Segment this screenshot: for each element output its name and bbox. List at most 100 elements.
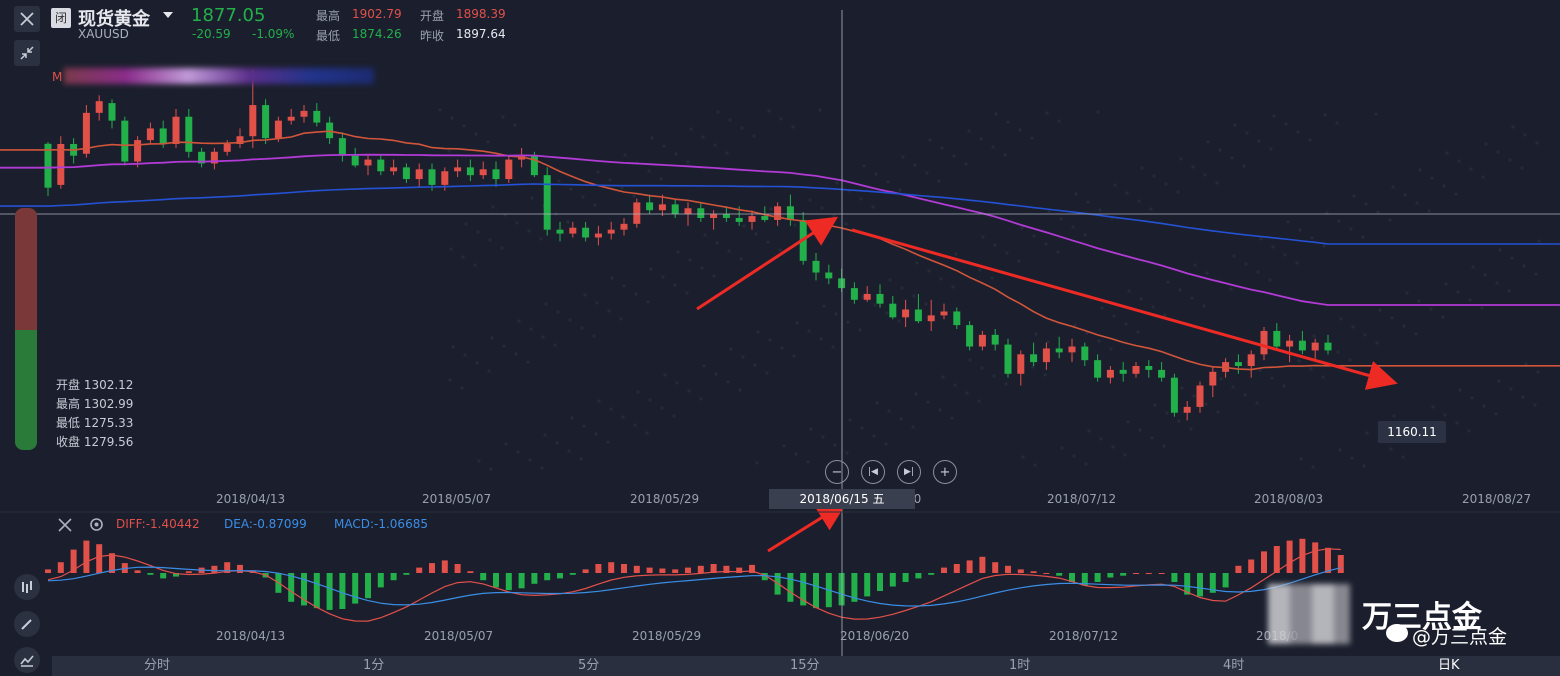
map-dot (647, 169, 651, 173)
candle-body (313, 110, 321, 123)
jump-end-button[interactable]: ▶| (897, 460, 921, 484)
map-dot (660, 406, 664, 410)
map-dot (713, 143, 717, 147)
map-dot (716, 110, 720, 114)
map-dot (1470, 396, 1474, 400)
macd-bar (1158, 573, 1165, 574)
map-dot (1361, 235, 1365, 239)
jump-start-button[interactable]: |◀ (861, 460, 885, 484)
map-dot (874, 172, 878, 176)
candle-body (198, 151, 206, 164)
map-dot (1098, 208, 1102, 212)
candle-body (620, 223, 628, 230)
shrink-button[interactable] (14, 40, 40, 66)
map-dot (1322, 244, 1326, 248)
timeframe-tab[interactable]: 分时 (144, 658, 171, 673)
draw-tool-button[interactable] (14, 611, 40, 637)
map-dot (662, 144, 666, 148)
map-dot (993, 243, 997, 247)
map-dot (1298, 228, 1302, 232)
line-tool-button[interactable] (14, 647, 40, 673)
macd-bar (1337, 555, 1344, 573)
map-dot (1178, 288, 1182, 292)
close-button[interactable] (14, 6, 40, 32)
macd-bar (928, 573, 935, 575)
map-dot (1338, 448, 1342, 452)
map-dot (1206, 140, 1210, 144)
map-dot (1509, 387, 1513, 391)
map-dot (1153, 403, 1157, 407)
map-dot (778, 248, 782, 252)
map-dot (1484, 142, 1488, 146)
candle-body (1030, 354, 1038, 363)
map-dot (621, 415, 625, 419)
candle-body (1094, 360, 1102, 378)
macd-bar (57, 562, 64, 573)
candle-body (530, 155, 538, 176)
map-dot (1311, 465, 1315, 469)
candle-body (902, 309, 910, 318)
map-dot (899, 417, 903, 421)
map-dot (1335, 121, 1339, 125)
timeframe-tab[interactable]: 4时 (1223, 658, 1245, 673)
zoom-out-button[interactable]: − (825, 460, 849, 484)
candle-body (774, 206, 782, 220)
candle-body (607, 229, 615, 234)
map-dot (1429, 307, 1433, 311)
macd-bar (147, 573, 154, 575)
close-indicator-icon[interactable] (58, 518, 72, 532)
macd-bar (1094, 573, 1101, 582)
zoom-in-button[interactable]: + (933, 460, 957, 484)
candle-body (274, 120, 282, 139)
map-dot (1270, 376, 1274, 380)
map-dot (1365, 431, 1369, 435)
map-dot (1520, 166, 1524, 170)
candle-body (786, 206, 794, 220)
candle-body (684, 208, 692, 215)
map-dot (1193, 263, 1197, 267)
candle-body (236, 136, 244, 144)
macd-date-label: 2018/06/20 (840, 629, 910, 643)
indicator-tool-button[interactable] (14, 574, 40, 600)
map-dot (1190, 296, 1194, 300)
candle-body (1004, 344, 1012, 374)
timeframe-tab[interactable]: 1分 (363, 658, 385, 673)
wechat-icon (1386, 624, 1408, 642)
map-dot (646, 300, 650, 304)
map-dot (557, 179, 561, 183)
candle-body (889, 303, 897, 318)
macd-bar (1209, 573, 1216, 593)
timeframe-tab[interactable]: 1时 (1009, 658, 1031, 673)
map-dot (490, 336, 494, 340)
map-dot (1481, 175, 1485, 179)
map-dot (924, 302, 928, 306)
timeframe-tab[interactable]: 5分 (578, 658, 600, 673)
skip-forward-icon: ▶| (904, 467, 914, 477)
map-dot (570, 416, 574, 420)
map-dot (953, 383, 957, 387)
timeframe-tab-active[interactable]: 日K (1438, 658, 1460, 673)
instrument-title[interactable]: 现货黄金 (78, 9, 150, 30)
macd-diff-value: DIFF:-1.40442 (116, 517, 200, 531)
map-dot (1456, 290, 1460, 294)
map-dot (1258, 368, 1262, 372)
chevron-down-icon[interactable] (163, 12, 173, 20)
map-dot (1508, 158, 1512, 162)
map-dot (460, 386, 464, 390)
settings-icon[interactable] (89, 517, 104, 532)
map-dot (845, 451, 849, 455)
map-dot (488, 238, 492, 242)
map-dot (738, 388, 742, 392)
map-dot (1031, 365, 1035, 369)
map-dot (900, 286, 904, 290)
candle-body (863, 293, 871, 300)
blurred-ma-legend (64, 68, 374, 84)
timeframe-tab[interactable]: 15分 (790, 658, 820, 673)
map-dot (844, 222, 848, 226)
candle-body (966, 325, 974, 347)
map-dot (1005, 251, 1009, 255)
candle-body (722, 214, 730, 218)
map-dot (1126, 420, 1130, 424)
map-dot (780, 346, 784, 350)
